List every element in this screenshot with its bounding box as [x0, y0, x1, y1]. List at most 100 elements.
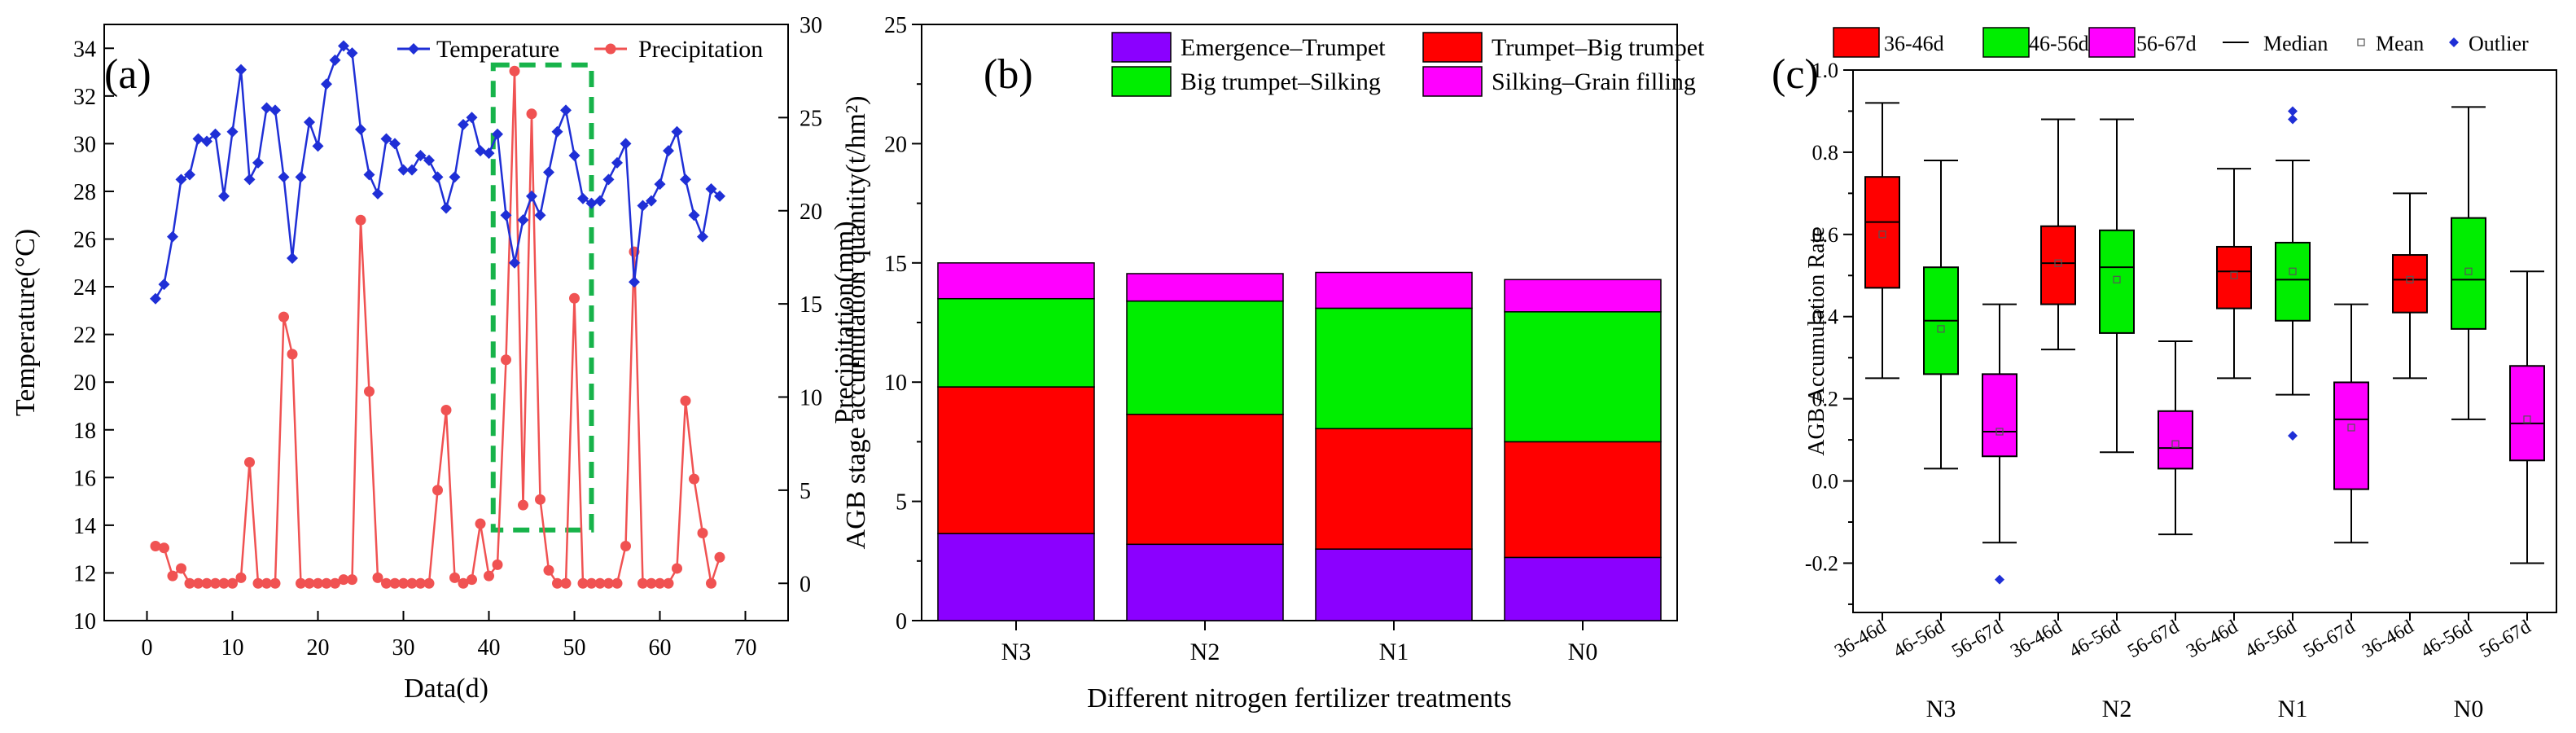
temperature-point	[458, 118, 469, 130]
bar-segment	[1315, 428, 1473, 550]
precipitation-point	[492, 559, 503, 570]
y2-tick-label: 20	[800, 200, 822, 225]
x-tick-label: 56-67d	[2124, 617, 2183, 663]
y-tick-label: 0	[896, 609, 907, 634]
precipitation-point	[672, 563, 682, 574]
bar-segment	[1126, 543, 1284, 621]
temperature-point	[509, 257, 520, 269]
panel-label: (c)	[1772, 51, 1819, 98]
x-tick-label: 50	[563, 635, 586, 661]
box	[1982, 373, 2017, 458]
x-tick-label: 70	[734, 635, 757, 661]
bar-segment	[937, 533, 1095, 621]
legend-median-label: Median	[2263, 32, 2328, 55]
panel-label: (b)	[984, 51, 1033, 98]
precipitation-point	[526, 108, 537, 120]
precipitation-point	[620, 541, 631, 551]
box	[2158, 410, 2193, 470]
precipitation-point	[509, 65, 520, 77]
precipitation-point	[449, 572, 460, 583]
y-tick-label: 20	[884, 132, 907, 157]
temperature-point	[226, 125, 239, 138]
temperature-point	[680, 173, 691, 186]
y-tick-label: 1.0	[1812, 59, 1839, 82]
temperature-point	[184, 169, 195, 181]
y-axis-title: AGB Accumulation Rate	[1804, 226, 1829, 456]
outlier-point	[2288, 431, 2298, 441]
x-tick-label: 30	[392, 635, 415, 661]
temperature-point	[714, 190, 725, 202]
x-tick-label: 36-46d	[2183, 617, 2241, 663]
temperature-point	[543, 166, 554, 178]
precipitation-point	[569, 292, 580, 304]
precipitation-point	[321, 577, 332, 589]
precipitation-point	[535, 494, 545, 505]
temperature-point	[397, 164, 410, 176]
legend-mean-label: Mean	[2376, 32, 2424, 55]
legend-precipitation-label: Precipitation	[638, 36, 763, 63]
box	[2040, 225, 2076, 305]
temperature-point	[449, 171, 461, 183]
temperature-point	[620, 138, 632, 150]
x-tick-label: 46-56d	[1890, 617, 1948, 663]
precipitation-point	[423, 577, 435, 589]
mean-marker	[2523, 415, 2531, 424]
box	[2509, 365, 2545, 462]
y-tick-label: 26	[73, 228, 96, 253]
temperature-point	[192, 133, 204, 145]
bar-segment	[1315, 271, 1473, 309]
y2-tick-label: 15	[800, 292, 822, 318]
temperature-point	[526, 190, 537, 202]
temperature-point	[697, 230, 708, 243]
y2-tick-label: 25	[800, 106, 822, 131]
temperature-point	[278, 171, 290, 183]
bar-segment	[1315, 307, 1473, 430]
precipitation-point	[398, 577, 409, 589]
precipitation-point	[518, 499, 528, 511]
precipitation-point	[467, 574, 477, 586]
temperature-point	[602, 173, 615, 186]
y-tick-label: 25	[884, 13, 907, 38]
y-tick-label: 10	[884, 371, 907, 396]
precipitation-point	[484, 570, 494, 582]
mean-marker	[1878, 230, 1886, 239]
x-tick-label: 36-46d	[2007, 617, 2066, 663]
panel-b-stacked-bar: 0 5 10 15 20 25 N3 N2 N1 N0 Different nitrogen fer…	[841, 13, 1705, 713]
temperature-point	[671, 125, 683, 138]
temperature-point	[269, 104, 281, 116]
temperature-point	[423, 154, 435, 166]
y-tick-label: 0.8	[1812, 141, 1839, 165]
legend-label: Emergence–Trumpet	[1181, 34, 1386, 61]
temperature-point	[414, 150, 427, 162]
box	[2451, 217, 2486, 330]
y-tick-label: 0.6	[1812, 223, 1839, 247]
y-tick-label: 15	[884, 252, 907, 277]
x-tick-label: 46-56d	[2066, 617, 2124, 663]
y-tick-label: 18	[73, 419, 96, 444]
bar-segment	[937, 386, 1095, 534]
precipitation-point	[227, 577, 238, 589]
y2-tick-label: 30	[800, 13, 822, 38]
precipitation-point	[235, 572, 247, 583]
outlier-point	[2288, 114, 2298, 125]
y-axis-title: AGB stage accumulation quantity(t/hm²)	[841, 96, 871, 550]
temperature-point	[466, 112, 478, 124]
y-tick-label: 0.2	[1812, 388, 1839, 411]
bar-segment	[1126, 300, 1284, 415]
box	[2099, 229, 2135, 334]
precipitation-point	[347, 574, 357, 586]
temperature-point	[201, 135, 212, 147]
temperature-point	[560, 104, 572, 116]
temperature-point	[355, 123, 366, 135]
group-label: N2	[2102, 696, 2132, 722]
temperature-point	[218, 190, 230, 202]
x-tick-label: 56-67d	[1948, 617, 2007, 663]
panel-c-boxplot: -0.20.00.20.40.60.81.036-46d 46-56d 56-67d…	[1772, 27, 2557, 722]
x-tick-label: 46-56d	[2241, 617, 2300, 663]
mean-marker	[2113, 275, 2121, 283]
temperature-point	[483, 147, 495, 160]
temperature-point	[492, 128, 503, 140]
precipitation-point	[560, 577, 572, 589]
legend-swatch	[2088, 27, 2136, 58]
y-tick-label: 0.0	[1812, 470, 1839, 494]
